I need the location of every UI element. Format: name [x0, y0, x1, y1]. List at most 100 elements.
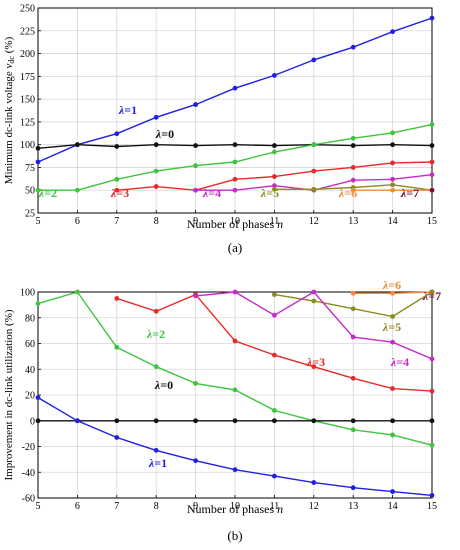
data-point: [193, 163, 199, 169]
data-point: [35, 159, 41, 165]
data-point: [75, 418, 80, 424]
data-point: [153, 184, 159, 189]
x-tick-label: 5: [36, 501, 41, 512]
data-point: [390, 160, 395, 166]
y-tick-label: 225: [20, 26, 35, 37]
x-tick-label: 11: [270, 501, 280, 512]
data-point: [429, 187, 435, 193]
data-point: [153, 418, 159, 424]
panel-a: 5 6 7 8 9 10 11 12 13 14 15 25 50 75 100 125 150 175 200 22…: [3, 4, 437, 256]
data-point: [350, 427, 356, 433]
data-point: [114, 435, 120, 440]
series-label: λ=0: [155, 127, 174, 141]
data-point: [272, 408, 277, 413]
series-lambda-1: λ=1: [35, 15, 435, 165]
data-point: [114, 418, 120, 424]
series-label: λ=6: [338, 186, 357, 200]
data-point: [272, 418, 277, 424]
data-point: [429, 122, 435, 128]
label-part: =1: [154, 456, 167, 470]
data-point: [35, 395, 41, 400]
data-point: [114, 176, 120, 182]
label-part: =6: [344, 186, 357, 200]
label-part: λ: [382, 278, 389, 292]
data-point: [153, 308, 159, 314]
data-point: [429, 143, 435, 148]
data-point: [193, 293, 199, 299]
label-part: Improvement in dc-link utilization (%): [3, 309, 15, 480]
y-tick-label: 125: [20, 117, 35, 128]
label-part: λ: [154, 378, 161, 392]
series-lambda-2: λ =2: [35, 289, 435, 448]
y-tick-label: 60: [25, 339, 35, 350]
y-tick-label: 0: [30, 416, 35, 427]
data-point: [272, 183, 277, 189]
label-part: Number of phases: [187, 502, 277, 516]
series-lambda-3: λ=3: [114, 292, 435, 394]
series-label: λ=5: [260, 186, 279, 200]
data-point: [75, 289, 80, 295]
y-tick-label: 80: [25, 313, 35, 324]
x-tick-label: 5: [36, 216, 41, 227]
y-tick-label: 250: [20, 4, 35, 15]
data-point: [390, 29, 395, 35]
data-point: [350, 135, 356, 141]
data-point: [311, 364, 317, 370]
y-tick-label: 20: [25, 391, 35, 402]
label-part: Minimum dc-link voltage: [3, 68, 15, 184]
data-point: [311, 418, 317, 424]
data-point: [272, 312, 277, 318]
label-part: n: [277, 217, 283, 231]
x-tick-label: 7: [114, 216, 119, 227]
data-point: [429, 159, 435, 165]
series-lambda-3: λ=3: [110, 159, 435, 200]
data-point: [429, 418, 435, 424]
series-lambda-0: λ=0: [35, 127, 435, 151]
x-tick-label: 14: [388, 216, 398, 227]
series-label: λ=2: [38, 186, 57, 200]
data-point: [114, 144, 120, 149]
y-tick-label: 100: [20, 288, 35, 299]
data-point: [390, 130, 395, 136]
x-tick-label: 7: [114, 501, 119, 512]
series-lambda-6: λ=6: [350, 278, 435, 296]
data-point: [350, 143, 356, 148]
series-label: λ=2: [146, 327, 165, 341]
x-tick-label: 9: [193, 501, 198, 512]
data-point: [390, 432, 395, 438]
x-axis-label: Number of phases n: [187, 502, 283, 516]
data-point: [114, 296, 120, 301]
label-part: λ: [110, 186, 117, 200]
x-tick-label: 6: [75, 216, 80, 227]
data-point: [193, 418, 199, 424]
series-lambda-6: λ=6: [338, 186, 435, 200]
label-part: λ: [390, 355, 397, 369]
panel-label: (b): [227, 528, 242, 543]
label-part: =1: [124, 103, 137, 117]
data-point: [272, 186, 277, 192]
series-label: λ=3: [110, 186, 129, 200]
data-point: [311, 289, 317, 295]
data-point: [350, 375, 356, 381]
label-part: =4: [396, 355, 409, 369]
data-point: [232, 85, 238, 91]
data-point: [232, 187, 238, 193]
label-part: =6: [388, 278, 401, 292]
x-tick-label: 11: [270, 216, 280, 227]
label-part: =5: [388, 320, 401, 334]
label-part: λ: [118, 103, 125, 117]
data-point: [311, 57, 317, 63]
data-point: [390, 187, 395, 193]
data-point: [193, 381, 199, 386]
label-part: =2: [152, 327, 165, 341]
label-part: Number of phases: [187, 217, 277, 231]
y-tick-label: 175: [20, 72, 35, 83]
label-part: =0: [160, 378, 173, 392]
y-tick-label: 75: [25, 163, 35, 174]
data-point: [232, 418, 238, 424]
data-point: [311, 480, 317, 485]
y-tick-label: -20: [22, 442, 35, 453]
data-point: [350, 334, 356, 340]
label-part: λ: [38, 186, 45, 200]
